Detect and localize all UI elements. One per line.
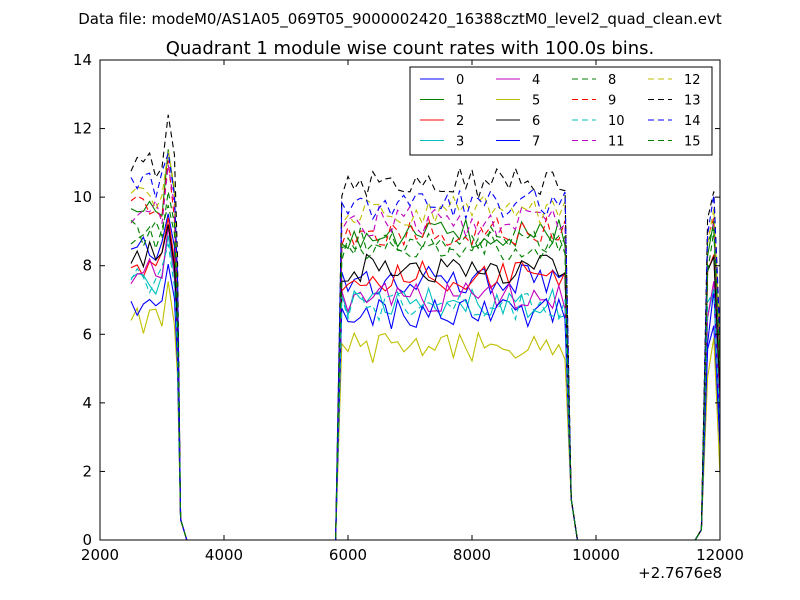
series-line-1	[130, 149, 720, 540]
legend-label-9: 9	[608, 94, 616, 109]
x-tick-label: 4000	[205, 546, 243, 564]
series-line-10	[130, 243, 720, 540]
legend-label-3: 3	[456, 135, 464, 150]
series-line-11	[130, 164, 720, 540]
y-tick-label: 6	[82, 325, 92, 343]
legend-label-14: 14	[684, 114, 701, 129]
y-tick-label: 0	[82, 531, 92, 549]
legend-label-11: 11	[608, 135, 625, 150]
x-offset-label: +2.7676e8	[638, 564, 722, 582]
legend-label-10: 10	[608, 114, 625, 129]
series-line-2	[130, 217, 720, 540]
suptitle: Data file: modeM0/AS1A05_069T05_90000024…	[78, 10, 722, 29]
legend-label-7: 7	[532, 135, 540, 150]
series-line-8	[130, 205, 720, 540]
x-tick-label: 8000	[453, 546, 491, 564]
series-lines	[130, 114, 720, 540]
legend-label-13: 13	[684, 94, 701, 109]
series-line-12	[130, 150, 720, 540]
series-line-13	[130, 114, 720, 540]
series-line-15	[130, 191, 720, 540]
y-tick-label: 2	[82, 462, 92, 480]
series-line-3	[130, 235, 720, 540]
series-line-0	[130, 213, 720, 540]
chart-title: Quadrant 1 module wise count rates with …	[166, 38, 655, 59]
series-line-14	[130, 153, 720, 540]
x-tick-label: 10000	[572, 546, 620, 564]
series-line-4	[130, 226, 720, 540]
legend-label-8: 8	[608, 73, 616, 88]
legend-label-15: 15	[684, 135, 701, 150]
plot-frame	[99, 59, 721, 541]
x-tick-label: 6000	[329, 546, 367, 564]
series-line-5	[130, 281, 720, 540]
legend-label-2: 2	[456, 114, 464, 129]
axes	[99, 59, 721, 541]
series-line-9	[130, 160, 720, 540]
y-tick-label: 10	[73, 188, 92, 206]
y-tick-label: 14	[73, 51, 92, 69]
legend-label-1: 1	[456, 94, 464, 109]
legend-label-4: 4	[532, 73, 540, 88]
y-tick-label: 8	[82, 257, 92, 275]
y-tick-label: 4	[82, 394, 92, 412]
legend-label-0: 0	[456, 73, 464, 88]
legend-label-6: 6	[532, 114, 540, 129]
legend-label-12: 12	[684, 73, 701, 88]
y-tick-label: 12	[73, 120, 92, 138]
x-tick-label: 2000	[81, 546, 119, 564]
legend-label-5: 5	[532, 94, 540, 109]
x-tick-label: 12000	[696, 546, 744, 564]
